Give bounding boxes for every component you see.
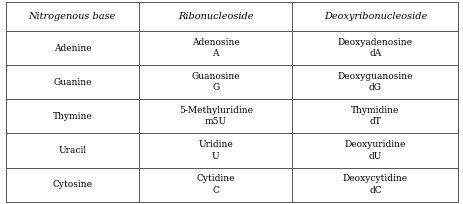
Text: Deoxycytidine
dC: Deoxycytidine dC [342,174,407,195]
Text: 5-Methyluridine
m5U: 5-Methyluridine m5U [178,106,252,126]
Text: Deoxyuridine
dU: Deoxyuridine dU [344,140,405,161]
Text: Ribonucleoside: Ribonucleoside [178,12,253,21]
Text: Guanine: Guanine [53,78,91,87]
Text: Adenosine
A: Adenosine A [191,38,239,58]
Text: Cytidine
C: Cytidine C [196,174,234,195]
Text: Nitrogenous base: Nitrogenous base [29,12,116,21]
Text: Thymine: Thymine [52,112,92,121]
Text: Deoxyribonucleoside: Deoxyribonucleoside [323,12,426,21]
Text: Deoxyadenosine
dA: Deoxyadenosine dA [337,38,412,58]
Text: Uridine
U: Uridine U [198,140,232,161]
Text: Uracil: Uracil [58,146,86,155]
Text: Cytosine: Cytosine [52,180,92,189]
Text: Guanosine
G: Guanosine G [191,72,239,92]
Text: Adenine: Adenine [53,44,91,53]
Text: Deoxyguanosine
dG: Deoxyguanosine dG [337,72,412,92]
Text: Thymidine
dT: Thymidine dT [350,106,399,126]
